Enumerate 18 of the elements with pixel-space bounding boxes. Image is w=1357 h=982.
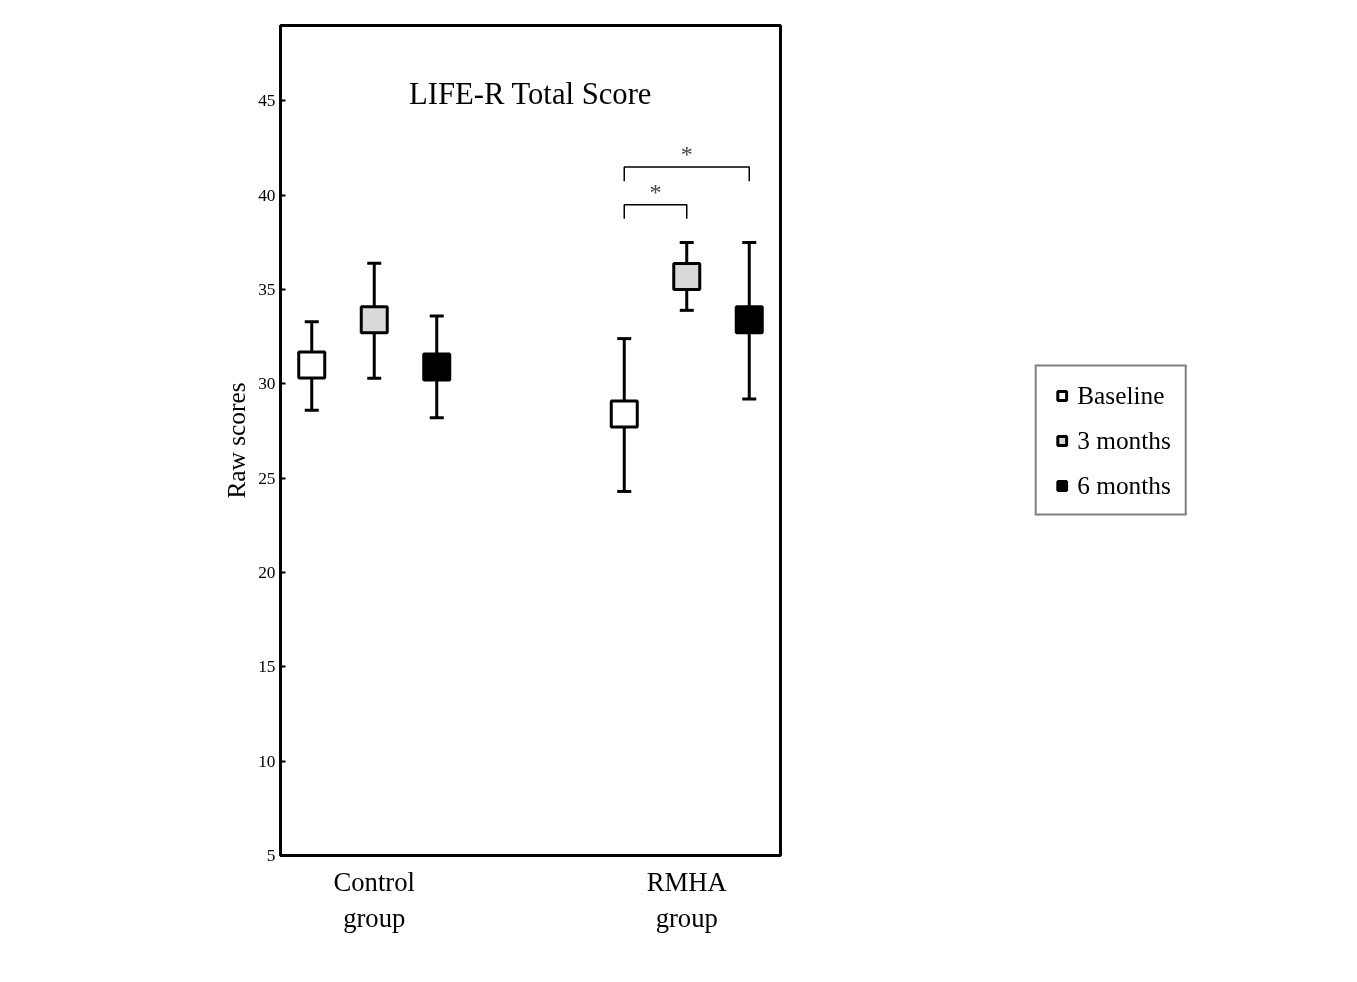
y-tick-label: 20 xyxy=(258,563,276,583)
x-tick-label: Control group xyxy=(333,866,415,933)
x-tick-label: RMHA group xyxy=(646,866,728,933)
y-tick-label: 5 xyxy=(266,846,276,865)
text: LIFE-R Total Score xyxy=(408,76,652,111)
y-axis-title: Raw scores xyxy=(222,382,251,499)
annotation: * xyxy=(680,140,693,167)
legend-label: Baseline xyxy=(1077,380,1165,410)
legend-label: 6 months xyxy=(1077,470,1171,500)
annotation: * xyxy=(649,178,662,205)
legend-label: 3 months xyxy=(1077,425,1171,455)
y-tick-label: 10 xyxy=(258,751,276,771)
y-tick-label: 30 xyxy=(258,374,276,394)
y-tick-label: 40 xyxy=(258,185,276,205)
y-tick-label: 35 xyxy=(258,280,276,300)
y-tick-label: 25 xyxy=(258,468,276,488)
y-tick-label: 15 xyxy=(258,657,276,677)
y-tick-label: 45 xyxy=(258,91,276,111)
